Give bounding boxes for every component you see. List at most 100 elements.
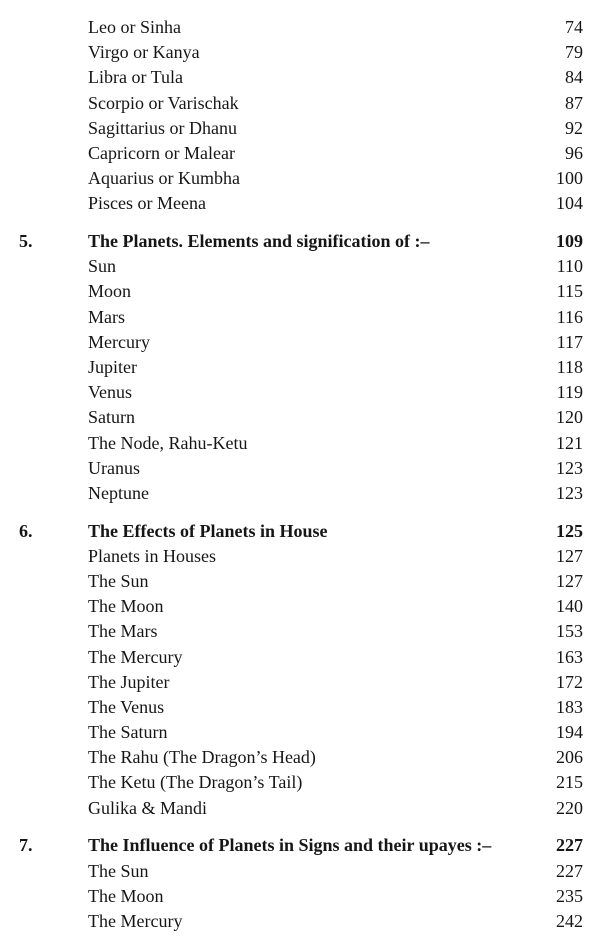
entry-title: Sun [88, 256, 117, 277]
toc-entry-row: The Rahu (The Dragon’s Head) 206 [0, 745, 600, 770]
toc-chapter-row: 7. The Influence of Planets in Signs and … [0, 833, 600, 858]
entry-title: Scorpio or Varischak [88, 92, 239, 113]
toc-entry-row: Leo or Sinha 74 [0, 15, 600, 40]
page-number: 109 [556, 231, 583, 251]
toc-entry-row: The Mars 153 [0, 619, 600, 644]
entry-title: Moon [88, 281, 132, 302]
entry-title: Virgo or Kanya [88, 42, 200, 63]
entry-title: The Mercury [88, 910, 183, 931]
page-number: 227 [556, 835, 583, 856]
toc-entry-row: Venus 119 [0, 380, 600, 405]
toc-chapter-row: 6. The Effects of Planets in House 125 [0, 519, 600, 544]
chapter-number: 7. [19, 835, 33, 856]
entry-title: Pisces or Meena [88, 193, 206, 214]
entry-title: Jupiter [88, 356, 137, 377]
entry-title: Mars [88, 306, 125, 327]
chapter-number: 6. [19, 520, 33, 541]
entry-title: Sagittarius or Dhanu [88, 117, 237, 138]
toc-entry-row: Mercury 117 [0, 330, 600, 355]
page-number: 172 [556, 671, 583, 692]
page-number: 235 [556, 885, 583, 906]
entry-title: Uranus [88, 457, 140, 478]
entry-title: The Influence of Planets in Signs and th… [88, 835, 492, 856]
page-number: 92 [565, 117, 583, 138]
chapter-number: 5. [19, 231, 33, 251]
entry-title: Leo or Sinha [88, 17, 181, 37]
entry-title: Aquarius or Kumbha [88, 168, 240, 189]
entry-title: The Sun [88, 860, 149, 881]
entry-title: Neptune [88, 482, 149, 503]
entry-title: The Effects of Planets in House [88, 520, 328, 541]
page-number: 227 [556, 860, 583, 881]
entry-title: The Jupiter [88, 671, 170, 692]
page-number: 127 [556, 545, 583, 566]
entry-title: Libra or Tula [88, 67, 184, 88]
toc-entry-row: Moon 115 [0, 279, 600, 304]
toc-entry-row: The Sun 127 [0, 569, 600, 594]
page-number: 123 [556, 457, 583, 478]
page-number: 110 [556, 256, 583, 277]
entry-title: Mercury [88, 331, 150, 352]
page-number: 194 [556, 722, 583, 743]
toc-entry-row: Scorpio or Varischak 87 [0, 91, 600, 116]
toc-entry-row: The Ketu (The Dragon’s Tail) 215 [0, 770, 600, 795]
page-number: 121 [556, 432, 583, 453]
entry-title: The Rahu (The Dragon’s Head) [88, 747, 316, 768]
toc-entry-row: The Node, Rahu-Ketu 121 [0, 431, 600, 456]
entry-title: The Sun [88, 570, 149, 591]
toc-entry-row: The Saturn 194 [0, 720, 600, 745]
toc-entry-row: The Mercury 242 [0, 909, 600, 934]
toc-entry-row: The Jupiter 172 [0, 670, 600, 695]
toc-entry-row: Aquarius or Kumbha 100 [0, 166, 600, 191]
toc-entry-row: Capricorn or Malear 96 [0, 141, 600, 166]
entry-title: The Mars [88, 621, 158, 642]
page-number: 123 [556, 482, 583, 503]
page-number: 163 [556, 646, 583, 667]
entry-title: The Mercury [88, 646, 183, 667]
page-number: 153 [556, 621, 583, 642]
toc-entry-row: The Moon 140 [0, 594, 600, 619]
toc-entry-row: The Venus 183 [0, 695, 600, 720]
page-number: 183 [556, 696, 583, 717]
toc-entry-row: Libra or Tula 84 [0, 65, 600, 90]
entry-title: Venus [88, 382, 132, 403]
toc-entry-row: Saturn 120 [0, 405, 600, 430]
entry-title: The Ketu (The Dragon’s Tail) [88, 772, 303, 793]
toc-entry-row: Sagittarius or Dhanu 92 [0, 116, 600, 141]
toc-entry-row: The Moon 235 [0, 884, 600, 909]
page-number: 79 [565, 42, 583, 63]
toc-entry-row: The Sun 227 [0, 859, 600, 884]
page-number: 125 [556, 520, 583, 541]
toc-entry-row: Sun 110 [0, 254, 600, 279]
page-number: 84 [565, 67, 583, 88]
page-number: 140 [556, 596, 583, 617]
toc-chapter-row: 5. The Planets. Elements and significatio… [0, 229, 600, 254]
entry-title: The Moon [88, 596, 164, 617]
page-number: 215 [556, 772, 583, 793]
page-number: 118 [556, 356, 583, 377]
entry-title: Planets in Houses [88, 545, 216, 566]
toc-entry-row: Mars 116 [0, 305, 600, 330]
entry-title: Saturn [88, 407, 135, 428]
entry-title: The Planets. Elements and signification … [88, 231, 430, 251]
entry-title: The Moon [88, 885, 164, 906]
page-number: 206 [556, 747, 583, 768]
page-number: 119 [556, 382, 583, 403]
page-number: 96 [565, 142, 583, 163]
entry-title: The Venus [88, 696, 165, 717]
table-of-contents: Leo or Sinha 74 Virgo or Kanya 79 Libra or T… [0, 15, 600, 934]
toc-entry-row: Virgo or Kanya 79 [0, 40, 600, 65]
toc-entry-row: The Mercury 163 [0, 645, 600, 670]
page-number: 120 [556, 407, 583, 428]
page-number: 74 [565, 17, 583, 37]
toc-entry-row: Uranus 123 [0, 456, 600, 481]
page-number: 117 [556, 331, 583, 352]
toc-entry-row: Gulika & Mandi 220 [0, 796, 600, 821]
toc-entry-row: Planets in Houses 127 [0, 544, 600, 569]
page-number: 100 [556, 168, 583, 189]
page-number: 242 [556, 910, 583, 931]
page-number: 116 [556, 306, 583, 327]
entry-title: The Saturn [88, 722, 168, 743]
page-number: 87 [565, 92, 583, 113]
page-number: 104 [556, 193, 583, 214]
